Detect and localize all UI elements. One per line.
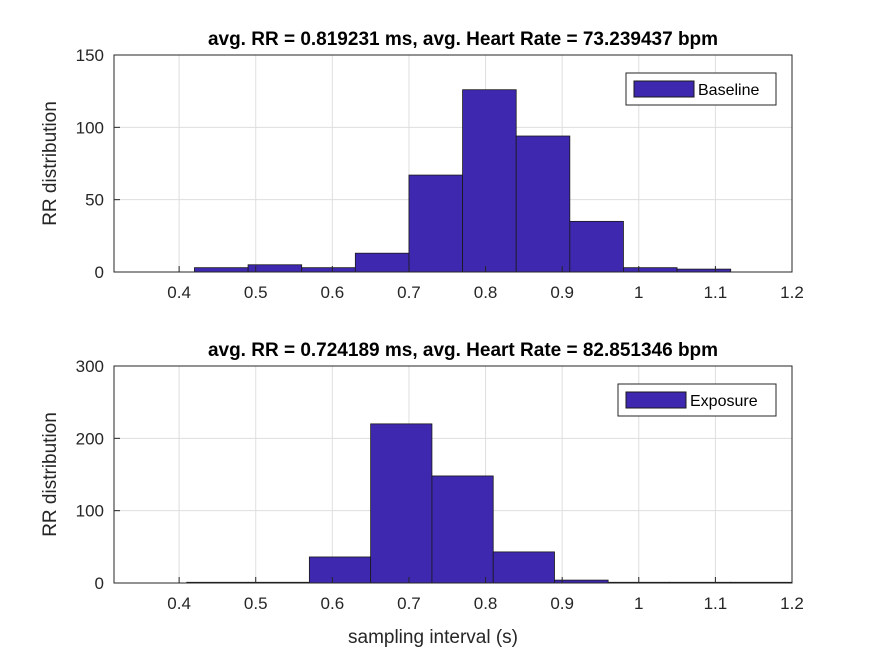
histogram-bar [194,267,249,273]
x-tick-label: 1.1 [704,283,728,302]
x-tick-label: 1.2 [780,594,804,613]
histogram-bar [354,252,410,273]
x-tick-label: 0.6 [321,594,345,613]
y-axis-label: RR distribution [40,101,61,226]
y-tick-label: 0 [95,263,104,282]
x-tick-label: 0.9 [550,283,574,302]
x-tick-label: 0.9 [550,594,574,613]
legend-label: Exposure [690,393,758,410]
x-tick-label: 1.2 [780,283,804,302]
histogram-bar [569,220,624,273]
y-tick-label: 100 [76,118,104,137]
x-tick-label: 1.1 [704,594,728,613]
legend-label: Baseline [698,82,759,99]
exposure-histogram: 0.4 0.5 0.6 0.7 0.8 0.9 1 1.1 1.2 0 100 200 300 avg… [40,340,804,648]
histogram-bar [623,267,678,273]
y-tick-label: 200 [76,429,104,448]
x-tick-label: 0.7 [397,283,421,302]
baseline-histogram: 0.4 0.5 0.6 0.7 0.8 0.9 1 1.1 1.2 0 50 100 150 avg.… [40,29,804,302]
chart-title: avg. RR = 0.724189 ms, avg. Heart Rate =… [208,340,718,361]
y-tick-label: 0 [95,574,104,593]
histogram-bar [431,475,494,584]
histogram-bar [370,423,433,584]
legend-swatch [633,80,695,98]
x-tick-label: 1 [634,594,643,613]
x-tick-label: 0.7 [397,594,421,613]
histogram-bar [462,89,517,273]
legend-swatch [625,391,687,409]
histogram-bar [301,267,356,273]
y-tick-label: 300 [76,357,104,376]
y-tick-label: 50 [85,191,104,210]
x-tick-label: 0.4 [167,594,191,613]
x-tick-label: 1 [634,283,643,302]
x-tick-label: 0.8 [474,283,498,302]
legend: Baseline [625,72,777,106]
histogram-bar [308,556,372,584]
x-tick-label: 0.5 [244,283,268,302]
x-tick-label: 0.4 [167,283,191,302]
histogram-bar [492,551,555,584]
y-tick-label: 150 [76,46,104,65]
histogram-bar [408,174,463,273]
histogram-bar [515,135,571,273]
y-tick-label: 100 [76,502,104,521]
chart-title: avg. RR = 0.819231 ms, avg. Heart Rate =… [208,29,718,50]
y-axis-label: RR distribution [40,412,61,537]
x-axis-label: sampling interval (s) [348,627,518,648]
x-tick-label: 0.6 [321,283,345,302]
x-tick-label: 0.5 [244,594,268,613]
x-tick-label: 0.8 [474,594,498,613]
legend: Exposure [617,383,777,417]
